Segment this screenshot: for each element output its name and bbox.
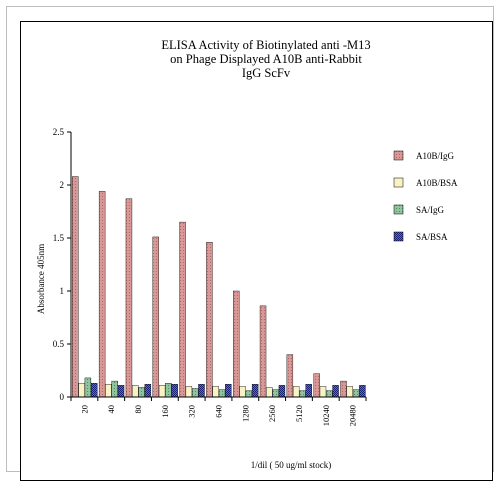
bar-a10b-igg xyxy=(206,242,213,398)
bar-a10b-bsa xyxy=(212,386,219,398)
legend-label: A10B/IgG xyxy=(416,151,455,161)
bar-sa-bsa xyxy=(91,383,98,398)
legend-label: SA/BSA xyxy=(416,232,448,242)
bar-sa-igg xyxy=(218,389,226,398)
chart-frame: ELISA Activity of Biotinylated anti -M13… xyxy=(20,21,493,481)
bar-sa-bsa xyxy=(278,385,286,398)
legend-swatch xyxy=(393,204,404,215)
bar-sa-igg xyxy=(165,383,172,398)
bar-sa-bsa xyxy=(359,385,366,398)
x-tick-label: 5120 xyxy=(294,405,304,422)
bar-a10b-bsa xyxy=(158,385,166,398)
bar-a10b-bsa xyxy=(292,386,300,398)
bar-a10b-igg xyxy=(125,198,133,398)
bar-sa-igg xyxy=(111,380,118,398)
chart-title-line-1: ELISA Activity of Biotinylated anti -M13 xyxy=(161,38,370,52)
bar-sa-bsa xyxy=(305,384,312,398)
elisa-bar-chart: ELISA Activity of Biotinylated anti -M13… xyxy=(36,38,458,470)
legend-swatch xyxy=(393,231,404,242)
bar-a10b-bsa xyxy=(266,387,273,398)
bar-a10b-igg xyxy=(152,236,159,398)
bar-sa-bsa xyxy=(251,384,259,398)
bar-series xyxy=(72,176,366,398)
figure-frame: ELISA Activity of Biotinylated anti -M13… xyxy=(6,6,494,481)
bar-a10b-igg xyxy=(340,380,347,398)
legend-swatch xyxy=(393,150,404,161)
y-tick-label: 0.5 xyxy=(53,339,65,349)
x-tick-label: 80 xyxy=(133,405,143,414)
legend-swatch xyxy=(393,177,404,188)
bar-sa-bsa xyxy=(198,384,205,398)
y-axis-label: Absorbance 405nm xyxy=(36,244,46,314)
x-tick-label: 1280 xyxy=(240,405,250,422)
bar-a10b-igg xyxy=(98,191,106,398)
bar-a10b-bsa xyxy=(239,386,246,398)
x-tick-label: 2560 xyxy=(267,405,277,422)
bar-a10b-bsa xyxy=(78,383,85,398)
legend-label: A10B/BSA xyxy=(416,178,458,188)
x-tick-label: 10240 xyxy=(321,405,331,426)
bar-a10b-bsa xyxy=(132,385,139,398)
bar-a10b-bsa xyxy=(346,386,353,398)
x-tick-label: 160 xyxy=(160,405,170,418)
bar-sa-bsa xyxy=(332,385,339,398)
bar-a10b-bsa xyxy=(105,384,112,398)
x-tick-label: 320 xyxy=(187,405,197,418)
y-tick-label: 1.5 xyxy=(53,233,65,243)
bar-sa-igg xyxy=(299,390,306,398)
chart-title-line-3: IgG ScFv xyxy=(242,66,291,80)
x-axis-ticks: 20 40 80 160 320 640 1280 2560 5120 10240 20480 xyxy=(70,397,367,426)
x-tick-label: 20 xyxy=(79,405,89,414)
bar-sa-igg xyxy=(84,377,92,398)
bar-sa-igg xyxy=(245,390,253,398)
x-tick-label: 20480 xyxy=(348,405,358,426)
x-axis-label: 1/dil ( 50 ug/ml stock) xyxy=(251,460,332,470)
bar-a10b-bsa xyxy=(185,386,193,398)
bar-a10b-igg xyxy=(233,290,240,398)
chart-title: ELISA Activity of Biotinylated anti -M13… xyxy=(161,38,370,80)
y-tick-label: 1 xyxy=(60,286,65,296)
bar-sa-igg xyxy=(191,388,199,398)
bar-sa-bsa xyxy=(171,384,178,398)
bar-a10b-igg xyxy=(259,305,267,398)
chart-title-line-2: on Phage Displayed A10B anti-Rabbit xyxy=(170,52,362,66)
bar-a10b-igg xyxy=(286,354,294,398)
bar-a10b-igg xyxy=(313,373,320,398)
bar-sa-bsa xyxy=(144,384,152,398)
legend: A10B/IgG A10B/BSA SA/IgG SA/BSA xyxy=(393,150,458,242)
bar-sa-igg xyxy=(138,387,145,398)
x-tick-label: 40 xyxy=(106,405,116,414)
bar-sa-igg xyxy=(326,390,333,398)
legend-label: SA/IgG xyxy=(416,205,445,215)
bar-sa-igg xyxy=(272,389,279,398)
bar-a10b-bsa xyxy=(319,386,327,398)
y-axis-ticks: 0 0.5 1 1.5 2 2.5 xyxy=(53,127,71,402)
x-tick-label: 640 xyxy=(214,405,224,418)
bar-sa-bsa xyxy=(117,385,125,398)
bar-sa-bsa xyxy=(225,384,232,398)
y-tick-label: 2 xyxy=(60,180,65,190)
bar-a10b-igg xyxy=(179,221,186,398)
y-tick-label: 2.5 xyxy=(53,127,65,137)
y-tick-label: 0 xyxy=(60,392,65,402)
bar-a10b-igg xyxy=(72,176,79,398)
bar-sa-igg xyxy=(352,389,360,398)
